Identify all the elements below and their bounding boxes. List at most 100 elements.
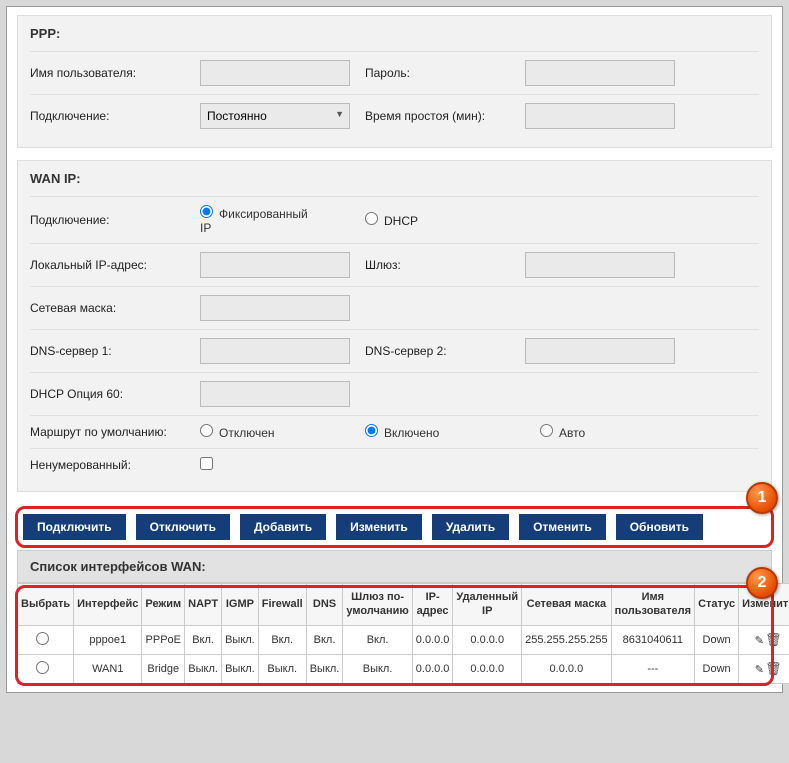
wan-title: WAN IP: (30, 171, 759, 186)
idle-input[interactable] (525, 103, 675, 129)
gateway-input[interactable] (525, 252, 675, 278)
username-input[interactable] (200, 60, 350, 86)
cell-mode: Bridge (142, 654, 185, 683)
cell-mask: 255.255.255.255 (522, 625, 612, 654)
cancel-button[interactable]: Отменить (519, 514, 606, 540)
ppp-title: PPP: (30, 26, 759, 41)
cell-remote: 0.0.0.0 (453, 625, 522, 654)
unnumbered-checkbox[interactable] (200, 457, 213, 470)
radio-route-off-label: Отключен (219, 426, 275, 440)
cell-status: Down (695, 625, 739, 654)
badge-1: 1 (746, 482, 778, 514)
radio-route-auto-label: Авто (559, 426, 585, 440)
row-select-radio[interactable] (36, 661, 49, 674)
cell-firewall: Выкл. (258, 654, 306, 683)
edit-icon[interactable]: ✎ (755, 664, 764, 676)
cell-firewall: Вкл. (258, 625, 306, 654)
cell-ip: 0.0.0.0 (412, 625, 453, 654)
connection-select[interactable]: Постоянно (200, 103, 350, 129)
wan-table-section: 2 Выбрать Интерфейс Режим NAPT IGMP Fire… (17, 583, 772, 684)
wan-interfaces-table: Выбрать Интерфейс Режим NAPT IGMP Firewa… (17, 583, 789, 684)
dns2-input[interactable] (525, 338, 675, 364)
radio-route-on[interactable]: Включено (365, 424, 540, 440)
dns1-input[interactable] (200, 338, 350, 364)
delete-button[interactable]: Удалить (432, 514, 509, 540)
netmask-label: Сетевая маска: (30, 301, 200, 315)
delete-icon[interactable]: 🗑 (765, 661, 782, 676)
radio-fixed-ip[interactable]: Фиксированный IP (200, 205, 315, 235)
th-select: Выбрать (18, 584, 74, 626)
cell-igmp: Выкл. (222, 654, 259, 683)
cell-mask: 0.0.0.0 (522, 654, 612, 683)
radio-fixed-ip-label: Фиксированный IP (200, 207, 308, 235)
row-select-radio[interactable] (36, 632, 49, 645)
th-iface: Интерфейс (74, 584, 142, 626)
cell-mode: PPPoE (142, 625, 185, 654)
cell-dns: Выкл. (306, 654, 343, 683)
cell-remote: 0.0.0.0 (453, 654, 522, 683)
cell-ip: 0.0.0.0 (412, 654, 453, 683)
edit-icon[interactable]: ✎ (755, 635, 764, 647)
route-label: Маршрут по умолчанию: (30, 425, 200, 439)
cell-napt: Вкл. (185, 625, 222, 654)
local-ip-input[interactable] (200, 252, 350, 278)
th-mask: Сетевая маска (522, 584, 612, 626)
th-firewall: Firewall (258, 584, 306, 626)
connect-button[interactable]: Подключить (23, 514, 126, 540)
radio-dhcp[interactable]: DHCP (365, 212, 418, 228)
radio-dhcp-input[interactable] (365, 212, 378, 225)
dns2-label: DNS-сервер 2: (355, 344, 525, 358)
radio-route-on-label: Включено (384, 426, 439, 440)
cell-gw: Вкл. (343, 625, 412, 654)
delete-icon[interactable]: 🗑 (765, 632, 782, 647)
radio-route-on-input[interactable] (365, 424, 378, 437)
add-button[interactable]: Добавить (240, 514, 326, 540)
disconnect-button[interactable]: Отключить (136, 514, 230, 540)
buttons-section: 1 Подключить Отключить Добавить Изменить… (17, 504, 772, 550)
dhcp60-input[interactable] (200, 381, 350, 407)
local-ip-label: Локальный IP-адрес: (30, 258, 200, 272)
radio-dhcp-label: DHCP (384, 214, 418, 228)
dhcp60-label: DHCP Опция 60: (30, 387, 200, 401)
cell-napt: Выкл. (185, 654, 222, 683)
main-container: PPP: Имя пользователя: Пароль: Подключен… (6, 6, 783, 693)
radio-route-auto[interactable]: Авто (540, 424, 585, 440)
radio-route-off-input[interactable] (200, 424, 213, 437)
cell-user: 8631040611 (611, 625, 694, 654)
wan-connection-label: Подключение: (30, 213, 200, 227)
th-remote: Удаленный IP (453, 584, 522, 626)
cell-status: Down (695, 654, 739, 683)
netmask-input[interactable] (200, 295, 350, 321)
radio-route-off[interactable]: Отключен (200, 424, 365, 440)
idle-label: Время простоя (мин): (355, 109, 525, 123)
th-status: Статус (695, 584, 739, 626)
ppp-panel: PPP: Имя пользователя: Пароль: Подключен… (17, 15, 772, 148)
cell-gw: Выкл. (343, 654, 412, 683)
th-dns: DNS (306, 584, 343, 626)
table-row: pppoe1PPPoEВкл.Выкл.Вкл.Вкл.Вкл.0.0.0.00… (18, 625, 789, 654)
connection-label: Подключение: (30, 109, 200, 123)
cell-iface: WAN1 (74, 654, 142, 683)
gateway-label: Шлюз: (355, 258, 525, 272)
password-label: Пароль: (355, 66, 525, 80)
cell-iface: pppoe1 (74, 625, 142, 654)
th-mode: Режим (142, 584, 185, 626)
radio-route-auto-input[interactable] (540, 424, 553, 437)
table-row: WAN1BridgeВыкл.Выкл.Выкл.Выкл.Выкл.0.0.0… (18, 654, 789, 683)
radio-fixed-ip-input[interactable] (200, 205, 213, 218)
unnumbered-label: Ненумерованный: (30, 458, 200, 472)
th-ip: IP-адрес (412, 584, 453, 626)
wan-panel: WAN IP: Подключение: Фиксированный IP DH… (17, 160, 772, 492)
cell-dns: Вкл. (306, 625, 343, 654)
th-gw: Шлюз по-умолчанию (343, 584, 412, 626)
th-user: Имя пользователя (611, 584, 694, 626)
th-igmp: IGMP (222, 584, 259, 626)
wan-list-title: Список интерфейсов WAN: (17, 550, 772, 583)
password-input[interactable] (525, 60, 675, 86)
username-label: Имя пользователя: (30, 66, 200, 80)
dns1-label: DNS-сервер 1: (30, 344, 200, 358)
th-napt: NAPT (185, 584, 222, 626)
refresh-button[interactable]: Обновить (616, 514, 703, 540)
edit-button[interactable]: Изменить (336, 514, 422, 540)
cell-igmp: Выкл. (222, 625, 259, 654)
